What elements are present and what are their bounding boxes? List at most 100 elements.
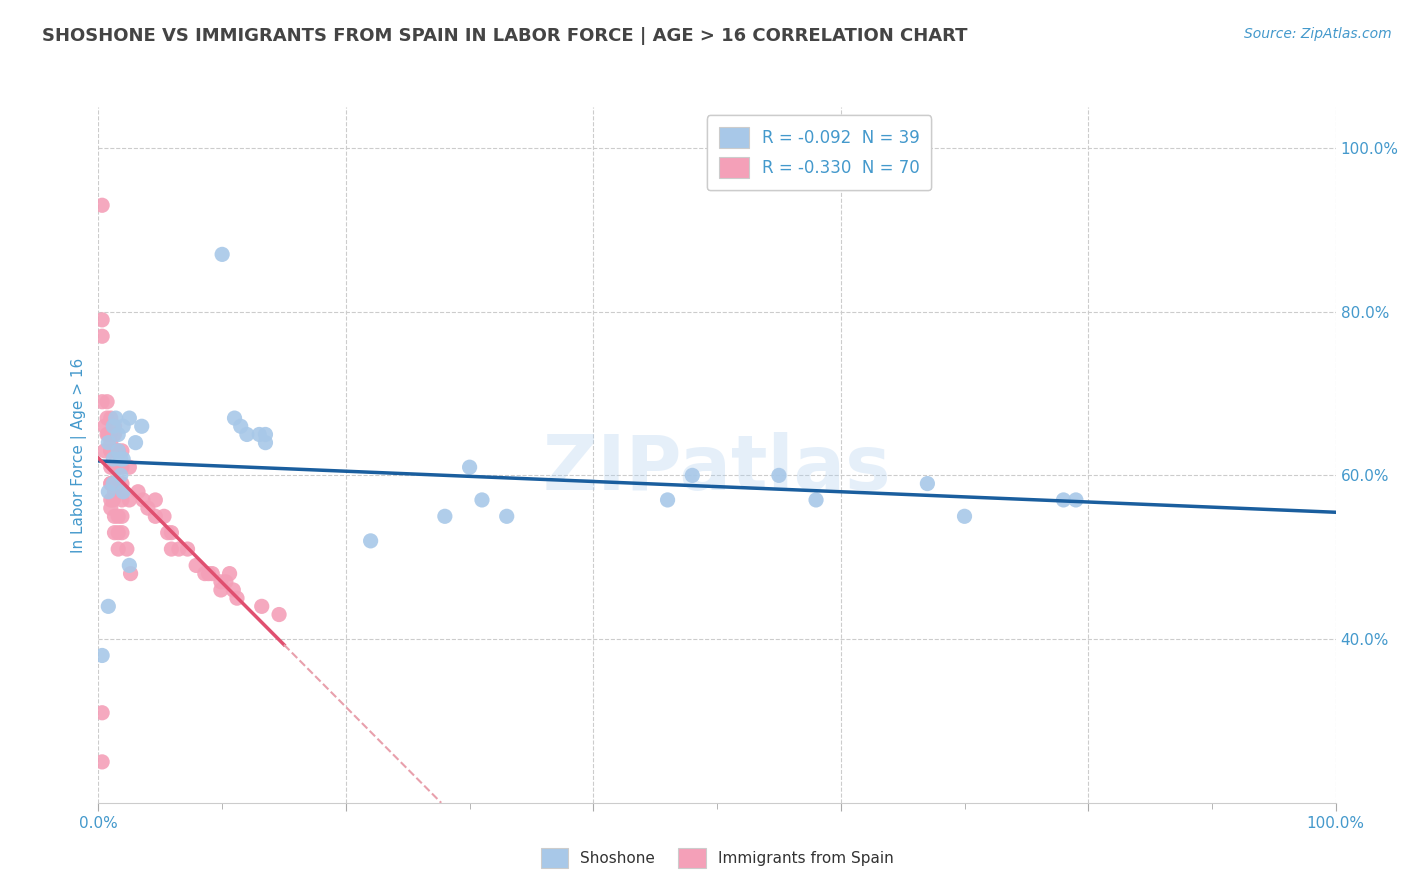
Point: [100, 501, 122, 516]
Point: [103, 525, 125, 540]
Point: [236, 427, 259, 442]
Point: [107, 427, 129, 442]
Point: [120, 566, 142, 581]
Point: [103, 476, 125, 491]
Point: [143, 509, 166, 524]
Point: [657, 492, 679, 507]
Point: [211, 247, 233, 261]
Point: [96, 427, 118, 442]
Point: [218, 566, 240, 581]
Point: [107, 443, 129, 458]
Point: [91, 755, 114, 769]
Legend: Shoshone, Immigrants from Spain: Shoshone, Immigrants from Spain: [533, 840, 901, 875]
Point: [100, 443, 122, 458]
Point: [247, 427, 270, 442]
Point: [143, 492, 166, 507]
Point: [471, 492, 494, 507]
Point: [107, 443, 129, 458]
Point: [103, 419, 125, 434]
Point: [131, 419, 153, 434]
Point: [197, 566, 219, 581]
Point: [681, 468, 703, 483]
Point: [110, 452, 132, 467]
Point: [103, 460, 125, 475]
Point: [118, 492, 141, 507]
Point: [495, 509, 517, 524]
Point: [804, 492, 827, 507]
Point: [103, 492, 125, 507]
Point: [112, 484, 135, 499]
Point: [768, 468, 790, 483]
Point: [254, 427, 277, 442]
Point: [91, 648, 114, 663]
Point: [1064, 492, 1087, 507]
Point: [103, 484, 125, 499]
Point: [100, 476, 122, 491]
Point: [111, 492, 134, 507]
Point: [107, 476, 129, 491]
Point: [201, 566, 224, 581]
Point: [111, 525, 134, 540]
Point: [433, 509, 456, 524]
Point: [93, 443, 115, 458]
Point: [127, 484, 149, 499]
Point: [115, 542, 138, 557]
Point: [103, 419, 125, 434]
Point: [186, 558, 208, 573]
Point: [124, 435, 146, 450]
Point: [91, 313, 114, 327]
Point: [156, 525, 179, 540]
Point: [96, 411, 118, 425]
Point: [224, 411, 246, 425]
Point: [100, 435, 122, 450]
Point: [91, 329, 114, 343]
Point: [100, 443, 122, 458]
Point: [132, 492, 155, 507]
Point: [118, 411, 141, 425]
Legend: R = -0.092  N = 39, R = -0.330  N = 70: R = -0.092 N = 39, R = -0.330 N = 70: [707, 115, 931, 190]
Point: [100, 460, 122, 475]
Point: [100, 492, 122, 507]
Point: [194, 566, 217, 581]
Point: [250, 599, 273, 614]
Point: [107, 460, 129, 475]
Point: [215, 574, 238, 589]
Text: Source: ZipAtlas.com: Source: ZipAtlas.com: [1244, 27, 1392, 41]
Point: [111, 443, 134, 458]
Point: [254, 435, 277, 450]
Point: [91, 706, 114, 720]
Point: [103, 427, 125, 442]
Point: [97, 599, 120, 614]
Text: ZIPatlas: ZIPatlas: [543, 432, 891, 506]
Point: [160, 542, 183, 557]
Point: [209, 574, 232, 589]
Point: [91, 394, 114, 409]
Point: [136, 501, 159, 516]
Point: [953, 509, 976, 524]
Point: [111, 460, 134, 475]
Point: [100, 427, 122, 442]
Point: [100, 411, 122, 425]
Point: [91, 198, 114, 212]
Point: [167, 542, 190, 557]
Point: [112, 419, 135, 434]
Point: [96, 394, 118, 409]
Point: [103, 509, 125, 524]
Point: [112, 452, 135, 467]
Point: [360, 533, 382, 548]
Point: [917, 476, 939, 491]
Point: [97, 427, 120, 442]
Point: [226, 591, 249, 606]
Point: [97, 435, 120, 450]
Point: [229, 419, 252, 434]
Point: [107, 525, 129, 540]
Text: SHOSHONE VS IMMIGRANTS FROM SPAIN IN LABOR FORCE | AGE > 16 CORRELATION CHART: SHOSHONE VS IMMIGRANTS FROM SPAIN IN LAB…: [42, 27, 967, 45]
Point: [118, 558, 141, 573]
Point: [103, 443, 125, 458]
Y-axis label: In Labor Force | Age > 16: In Labor Force | Age > 16: [72, 358, 87, 552]
Point: [118, 460, 141, 475]
Point: [97, 484, 120, 499]
Point: [458, 460, 481, 475]
Point: [153, 509, 176, 524]
Point: [93, 419, 115, 434]
